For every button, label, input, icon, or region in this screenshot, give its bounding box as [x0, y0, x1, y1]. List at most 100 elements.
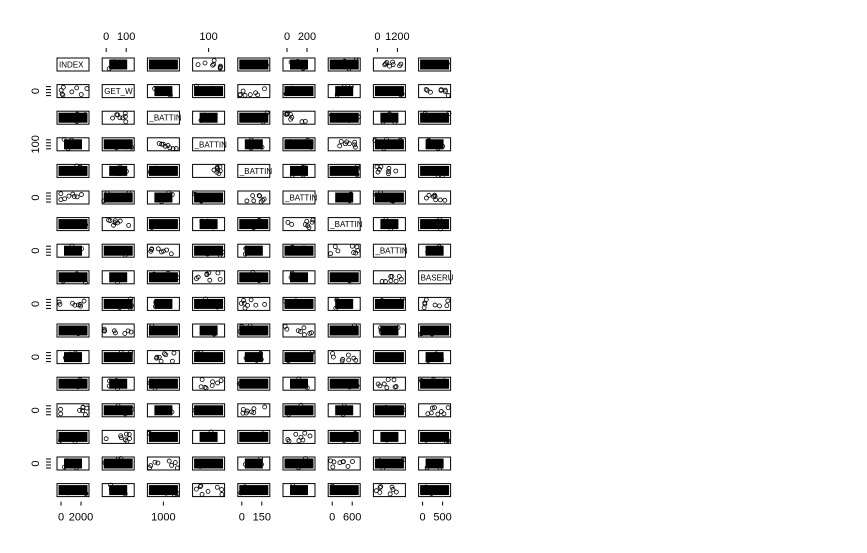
- panel-r0-c4: [237, 57, 271, 72]
- point: [348, 326, 354, 332]
- point: [377, 485, 383, 490]
- point: [114, 112, 120, 118]
- panel-frame: [192, 243, 226, 258]
- panel-r13-c6: [327, 403, 361, 418]
- point: [106, 66, 112, 72]
- point: [171, 350, 177, 356]
- point: [262, 383, 268, 389]
- point: [331, 459, 337, 465]
- panel-frame: [146, 163, 180, 178]
- panel-frame: [192, 323, 226, 338]
- point: [242, 462, 248, 467]
- panel-r10-c8: [418, 323, 452, 338]
- panel-r4-c1: [101, 163, 135, 178]
- point-cloud: [329, 485, 359, 496]
- point: [60, 84, 66, 90]
- point: [169, 358, 175, 364]
- point: [332, 244, 338, 249]
- point: [294, 299, 300, 305]
- panel-frame: [327, 296, 361, 311]
- point: [84, 86, 90, 91]
- point: [65, 433, 71, 439]
- point: [383, 405, 389, 410]
- point: [393, 168, 399, 174]
- point: [203, 300, 209, 306]
- point: [339, 358, 345, 364]
- panel-frame: [101, 350, 135, 365]
- panel-frame: [101, 137, 135, 152]
- point: [217, 276, 223, 282]
- point: [244, 198, 250, 204]
- point: [147, 169, 153, 175]
- point: [217, 168, 223, 174]
- panel-frame: [192, 350, 226, 365]
- point: [215, 193, 221, 199]
- point-cloud: [374, 192, 404, 203]
- point: [115, 456, 121, 462]
- point: [82, 112, 88, 118]
- point: [74, 194, 80, 200]
- point: [242, 305, 248, 311]
- point: [378, 484, 384, 490]
- point: [104, 190, 110, 196]
- panel-r6-c1: [101, 217, 135, 232]
- point: [214, 408, 220, 414]
- panel-r16-c4: [237, 483, 271, 498]
- point: [83, 491, 89, 496]
- point: [438, 167, 443, 173]
- point-cloud: [109, 165, 128, 176]
- point: [304, 356, 310, 362]
- point: [245, 302, 250, 308]
- point: [255, 144, 260, 150]
- point: [341, 84, 347, 89]
- point: [434, 218, 439, 224]
- point: [122, 111, 128, 116]
- panel-r8-c0: [56, 270, 90, 285]
- point: [77, 377, 83, 383]
- point: [199, 377, 205, 382]
- point: [237, 328, 243, 334]
- point-cloud: [380, 325, 399, 336]
- point: [286, 411, 292, 417]
- panel-frame: [101, 429, 135, 444]
- point: [77, 408, 82, 413]
- point: [244, 245, 250, 251]
- point: [433, 115, 439, 120]
- point: [166, 458, 172, 464]
- point: [198, 198, 204, 204]
- point: [173, 146, 179, 151]
- point: [288, 139, 293, 145]
- panel-frame: [146, 403, 180, 418]
- top-tick-label: 0: [103, 31, 109, 43]
- point-cloud: [58, 378, 88, 389]
- point: [65, 222, 71, 228]
- top-tick-label: 0: [284, 31, 290, 43]
- point-cloud: [148, 325, 178, 336]
- panel-r12-c8: [418, 376, 452, 391]
- point: [394, 87, 400, 93]
- point: [75, 331, 81, 337]
- point: [344, 139, 350, 145]
- panel-r4-c6: [327, 163, 361, 178]
- point-cloud: [199, 431, 218, 442]
- point: [197, 464, 203, 469]
- point-cloud: [103, 192, 133, 203]
- panel-frame: [282, 110, 316, 125]
- point: [210, 379, 215, 385]
- panel-r7-c4: [237, 243, 271, 258]
- left-tick-label: 0: [30, 460, 42, 466]
- point: [262, 302, 268, 307]
- point: [386, 171, 391, 177]
- point: [202, 112, 208, 118]
- point: [151, 271, 157, 277]
- panel-frame: [146, 429, 180, 444]
- panel-frame: [327, 217, 361, 232]
- panel-r7-c6: [327, 243, 361, 258]
- point: [389, 435, 395, 441]
- panel-r11-c6: [327, 350, 361, 365]
- point: [305, 223, 311, 229]
- point: [295, 328, 301, 334]
- point: [289, 222, 295, 227]
- point: [57, 301, 63, 307]
- point: [289, 272, 295, 277]
